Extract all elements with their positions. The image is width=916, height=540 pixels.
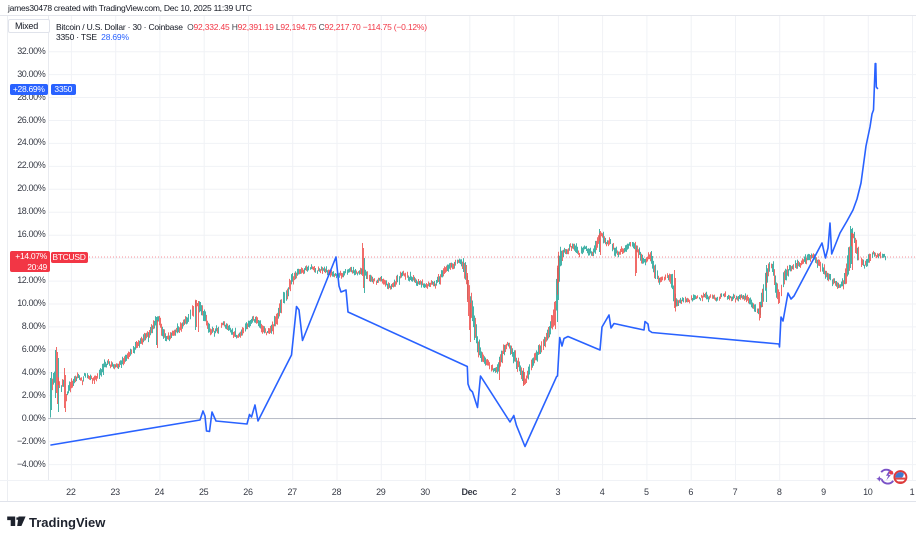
svg-text:TradingView: TradingView — [29, 515, 106, 530]
